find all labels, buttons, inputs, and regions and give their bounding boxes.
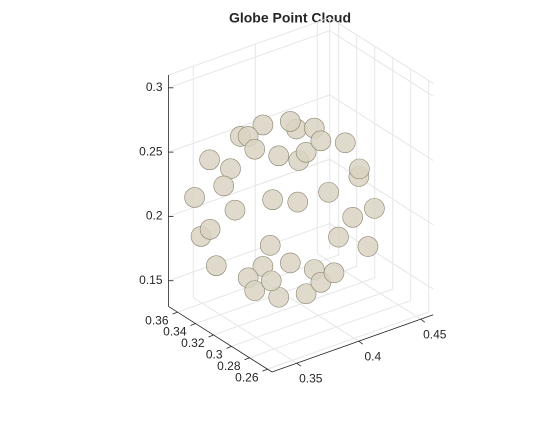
y-tick: [262, 368, 268, 372]
point: [213, 175, 235, 197]
point: [260, 270, 282, 292]
point: [323, 262, 345, 284]
y-grid-line: [267, 80, 430, 370]
y-tick-label: 0.36: [145, 313, 169, 327]
y-tick-label: 0.34: [163, 325, 187, 339]
point: [334, 132, 356, 154]
point: [364, 198, 385, 219]
y-grid-line: [195, 34, 358, 325]
x-tick: [358, 340, 364, 345]
y-tick: [244, 357, 250, 361]
point: [206, 255, 227, 276]
x-tick-label: 0.45: [423, 327, 447, 341]
y-tick: [172, 311, 178, 315]
z-tick-label: 0.2: [146, 209, 163, 223]
y-axis: [168, 306, 273, 373]
y-tick: [208, 334, 214, 338]
point: [357, 236, 379, 257]
point: [259, 235, 281, 256]
y-grid-line: [177, 23, 340, 313]
x-axis: [271, 314, 434, 373]
point: [199, 149, 220, 171]
y-tick: [190, 323, 196, 326]
point: [252, 114, 274, 136]
y-grid-line: [213, 46, 376, 336]
point: [279, 252, 301, 274]
z-tick-label: 0.25: [139, 144, 163, 158]
chart-title: Globe Point Cloud: [229, 10, 351, 26]
point: [244, 280, 266, 301]
y-tick-label: 0.28: [217, 359, 241, 373]
point: [268, 145, 290, 167]
x-tick: [296, 362, 302, 367]
point: [287, 191, 309, 213]
point: [184, 187, 205, 208]
x-tick-label: 0.35: [299, 371, 323, 385]
point: [328, 226, 349, 248]
y-tick-label: 0.3: [206, 348, 223, 362]
point: [295, 283, 317, 305]
y-grid-line: [231, 57, 394, 347]
point: [224, 199, 246, 221]
x-grid-line: [192, 66, 298, 364]
point: [262, 189, 283, 210]
point: [244, 138, 266, 160]
z-tick-label: 0.3: [146, 80, 163, 94]
point: [199, 219, 221, 240]
x-tick: [420, 318, 426, 323]
point: [295, 141, 317, 163]
z-tick-label: 0.15: [139, 273, 163, 287]
y-tick: [226, 345, 232, 349]
point: [279, 111, 301, 132]
x-tick-label: 0.4: [364, 349, 381, 363]
point: [318, 181, 339, 203]
y-tick-label: 0.32: [181, 336, 205, 350]
y-tick-label: 0.26: [235, 370, 259, 384]
point: [310, 130, 332, 152]
point: [349, 158, 370, 180]
y-grid-line: [249, 69, 412, 359]
point: [342, 206, 364, 228]
x-grid-line: [316, 22, 422, 320]
z-grid-line: [168, 30, 434, 97]
